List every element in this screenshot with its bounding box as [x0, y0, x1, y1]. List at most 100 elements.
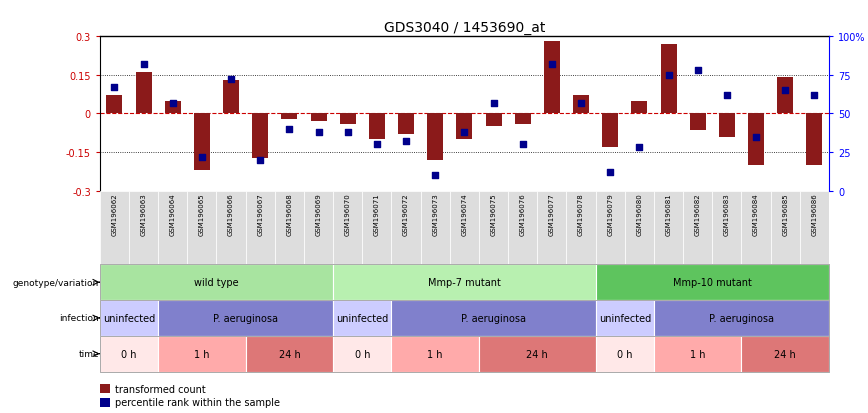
Text: 24 h: 24 h	[774, 349, 796, 359]
Bar	[333, 191, 362, 265]
Bar	[304, 191, 333, 265]
Text: GSM196083: GSM196083	[724, 193, 730, 236]
Point	[779, 88, 792, 94]
Text: 24 h: 24 h	[279, 349, 300, 359]
Point	[312, 129, 326, 136]
Text: percentile rank within the sample: percentile rank within the sample	[115, 397, 280, 407]
Bar	[719, 114, 735, 137]
Text: GSM196077: GSM196077	[549, 193, 555, 236]
Point	[108, 85, 122, 91]
Bar	[625, 191, 654, 265]
Text: transformed count: transformed count	[115, 384, 207, 394]
Bar	[457, 114, 472, 140]
Text: GSM196075: GSM196075	[490, 193, 496, 236]
Point	[807, 93, 821, 99]
Bar	[391, 300, 595, 336]
Point	[633, 145, 647, 151]
Text: uninfected: uninfected	[103, 313, 155, 323]
Bar	[398, 114, 414, 135]
Point	[487, 100, 501, 107]
Bar	[602, 114, 618, 147]
Bar	[479, 191, 508, 265]
Text: GSM196071: GSM196071	[374, 193, 380, 236]
Bar	[369, 114, 385, 140]
Text: 1 h: 1 h	[690, 349, 706, 359]
Bar	[311, 114, 326, 122]
Bar	[450, 191, 479, 265]
Text: GSM196079: GSM196079	[608, 193, 613, 236]
Bar	[391, 336, 479, 372]
Bar	[683, 191, 713, 265]
Text: Mmp-10 mutant: Mmp-10 mutant	[673, 278, 752, 287]
Bar	[100, 336, 829, 372]
Point	[545, 62, 559, 68]
Bar	[100, 336, 158, 372]
Bar	[223, 81, 239, 114]
Bar	[741, 191, 771, 265]
Text: 0 h: 0 h	[617, 349, 633, 359]
Point	[136, 62, 150, 68]
Text: GSM196082: GSM196082	[694, 193, 700, 236]
Text: GSM196072: GSM196072	[403, 193, 409, 236]
Text: GSM196081: GSM196081	[666, 193, 672, 236]
Bar	[654, 191, 683, 265]
Text: 0 h: 0 h	[122, 349, 137, 359]
Point	[282, 126, 296, 133]
Bar	[333, 300, 391, 336]
Bar	[748, 114, 764, 165]
Bar	[339, 114, 356, 124]
Bar	[690, 114, 706, 131]
Point	[457, 129, 471, 136]
Bar	[194, 114, 210, 171]
Bar	[654, 336, 741, 372]
Bar	[253, 114, 268, 159]
Bar	[107, 96, 122, 114]
Point	[341, 129, 355, 136]
Point	[399, 138, 413, 145]
Bar	[158, 300, 333, 336]
Bar	[595, 336, 654, 372]
Bar	[100, 191, 129, 265]
Bar	[135, 73, 152, 114]
Bar	[661, 45, 676, 114]
Bar	[654, 300, 829, 336]
Text: GSM196063: GSM196063	[141, 193, 147, 236]
Text: time: time	[79, 349, 99, 358]
Point	[603, 169, 617, 176]
Text: GSM196086: GSM196086	[812, 193, 818, 236]
Point	[574, 100, 588, 107]
Bar	[567, 191, 595, 265]
Point	[720, 93, 733, 99]
Text: Mmp-7 mutant: Mmp-7 mutant	[428, 278, 501, 287]
Title: GDS3040 / 1453690_at: GDS3040 / 1453690_at	[384, 21, 545, 35]
Bar	[799, 191, 829, 265]
Point	[428, 172, 442, 179]
Text: GSM196069: GSM196069	[316, 193, 321, 236]
Text: GSM196070: GSM196070	[345, 193, 351, 236]
Bar	[595, 265, 829, 300]
Bar	[713, 191, 741, 265]
Text: GSM196074: GSM196074	[462, 193, 467, 236]
Point	[749, 134, 763, 140]
Point	[661, 72, 675, 79]
Bar	[479, 336, 595, 372]
Text: GSM196076: GSM196076	[520, 193, 526, 236]
Text: wild type: wild type	[194, 278, 239, 287]
Text: GSM196068: GSM196068	[286, 193, 293, 236]
Text: GSM196080: GSM196080	[636, 193, 642, 236]
Text: P. aeruginosa: P. aeruginosa	[214, 313, 278, 323]
Text: uninfected: uninfected	[336, 313, 388, 323]
Bar	[246, 336, 333, 372]
Bar	[129, 191, 158, 265]
Bar	[100, 300, 829, 336]
Bar	[544, 42, 560, 114]
Bar	[741, 336, 829, 372]
Bar	[595, 191, 625, 265]
Bar	[158, 336, 246, 372]
Text: GSM196062: GSM196062	[111, 193, 117, 236]
Bar	[771, 191, 799, 265]
Point	[691, 68, 705, 74]
Text: 0 h: 0 h	[354, 349, 370, 359]
Bar	[391, 191, 421, 265]
Text: 1 h: 1 h	[194, 349, 210, 359]
